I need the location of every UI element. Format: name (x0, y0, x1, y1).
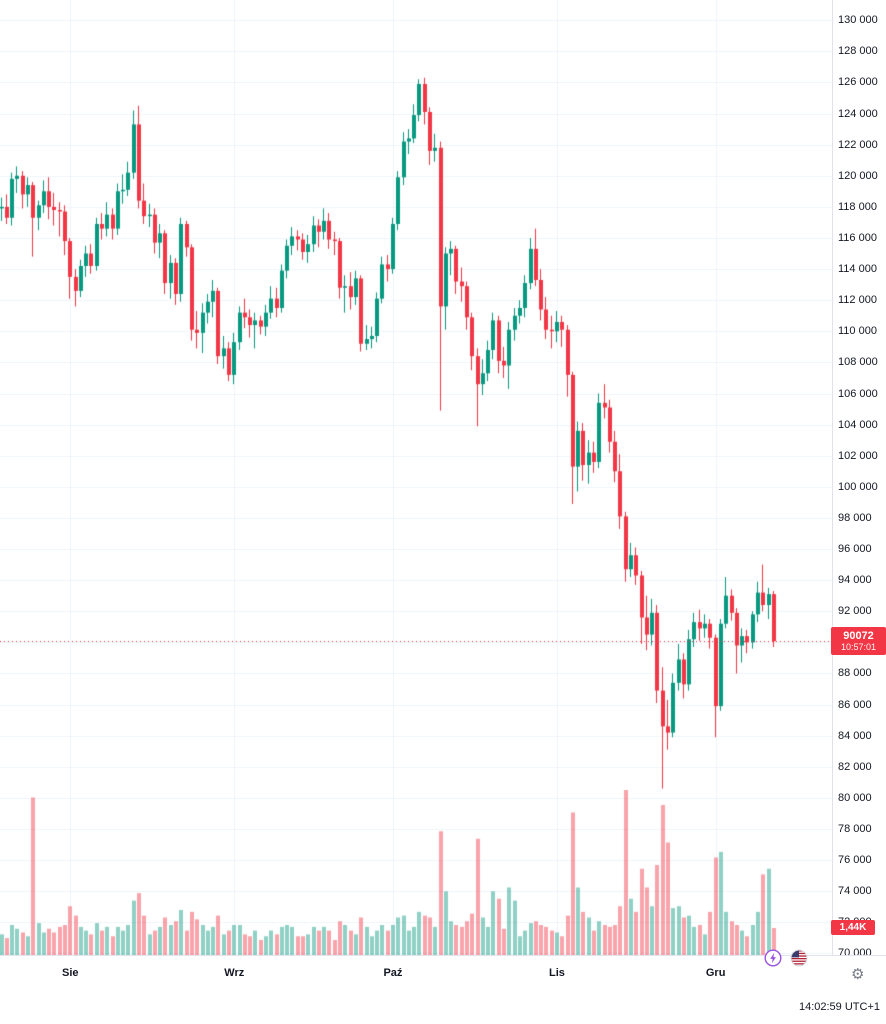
time-axis-month-label[interactable]: Sie (62, 967, 79, 979)
price-tick-label: 82 000 (838, 760, 872, 773)
price-tick-label: 114 000 (838, 263, 877, 276)
price-tick-label: 96 000 (838, 543, 872, 556)
price-tick-label: 120 000 (838, 169, 878, 182)
time-axis-month-label[interactable]: Gru (705, 967, 726, 979)
time-axis-month-label[interactable]: Paź (383, 967, 403, 979)
price-tick-label: 94 000 (838, 574, 872, 587)
price-tick-label: 116 000 (838, 231, 877, 244)
price-tick-label: 112 000 (838, 294, 877, 307)
price-tick-label: 84 000 (838, 729, 872, 742)
price-tick-label: 110 000 (838, 325, 877, 338)
price-tick-label: 78 000 (838, 823, 872, 835)
clock-label[interactable]: 14:02:59 UTC+1 (798, 1001, 880, 1013)
price-tick-label: 100 000 (838, 480, 878, 493)
price-tick-label: 130 000 (838, 14, 878, 27)
time-axis-month-label[interactable]: Wrz (224, 967, 245, 979)
price-tick-label: 126 000 (838, 76, 878, 89)
price-tick-label: 124 000 (838, 107, 878, 120)
price-tick-label: 80 000 (838, 791, 872, 804)
price-tick-label: 108 000 (838, 356, 878, 369)
price-tick-label: 92 000 (838, 605, 872, 618)
last-price-value: 90072 (843, 630, 874, 643)
last-volume-badge: 1,44K (831, 920, 875, 935)
price-tick-label: 104 000 (838, 418, 878, 431)
price-tick-label: 98 000 (838, 511, 872, 524)
price-tick-label: 102 000 (838, 449, 878, 462)
settings-gear-icon[interactable]: ⚙ (851, 965, 865, 983)
bar-close-countdown: 10:57:01 (840, 642, 877, 653)
candlestick-chart-canvas[interactable] (0, 0, 832, 955)
price-tick-label: 74 000 (838, 885, 872, 898)
price-tick-label: 76 000 (838, 854, 872, 867)
quick-action-icons (764, 949, 808, 967)
last-price-badge: 90072 10:57:01 (831, 627, 886, 656)
lightning-boost-icon[interactable] (764, 949, 782, 967)
time-axis[interactable]: Sie Wrz Paź Lis Gru (0, 955, 886, 995)
price-tick-label: 118 000 (838, 200, 877, 213)
price-tick-label: 122 000 (838, 138, 878, 151)
time-axis-month-label[interactable]: Lis (548, 967, 565, 979)
price-tick-label: 88 000 (838, 667, 872, 680)
price-tick-label: 86 000 (838, 698, 872, 711)
price-tick-label: 106 000 (838, 387, 878, 400)
us-flag-icon[interactable] (790, 949, 808, 967)
price-tick-label: 128 000 (838, 45, 878, 58)
